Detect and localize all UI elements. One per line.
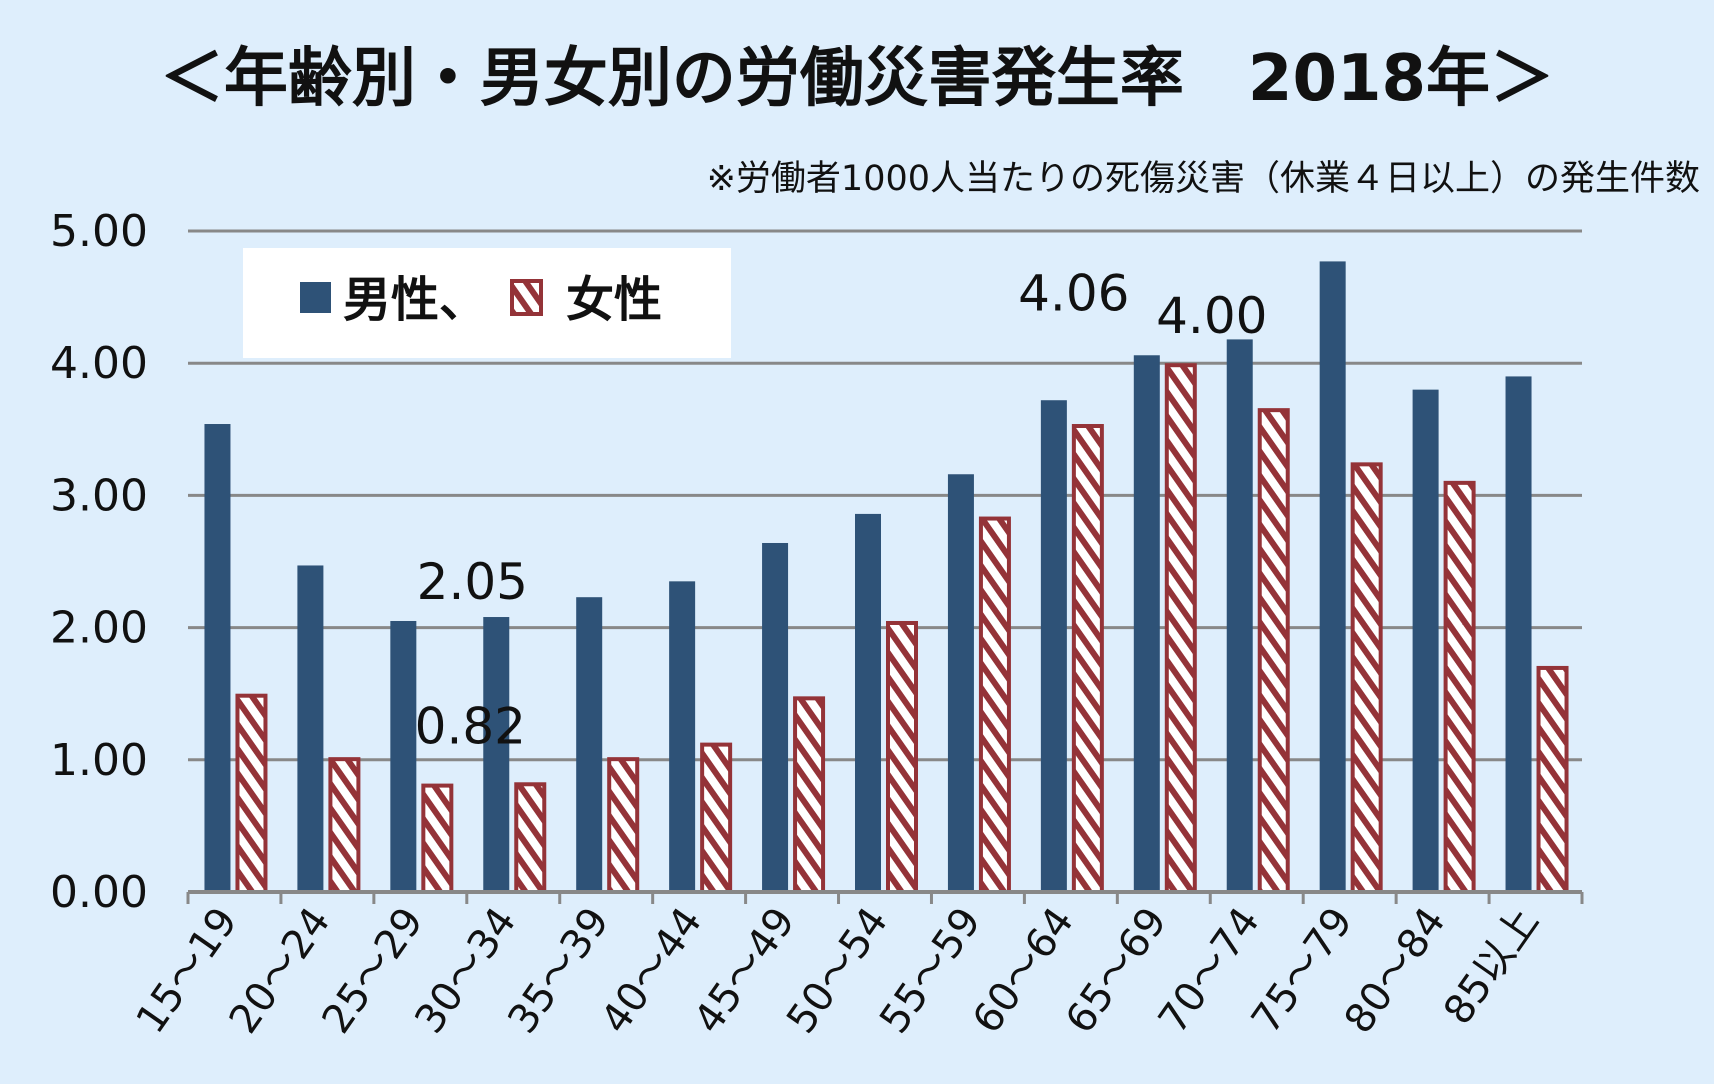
y-tick-label: 5.00 — [50, 206, 148, 257]
annotation-layer: 2.05 0.82 4.06 4.00 — [415, 264, 1268, 755]
bar-male — [297, 565, 324, 892]
bar-male — [483, 617, 510, 892]
bar-male — [947, 474, 974, 892]
bar-female — [1257, 408, 1290, 894]
grid-layer — [188, 229, 1582, 762]
bar-male — [1505, 376, 1532, 892]
bar-female — [700, 742, 733, 895]
y-tick-label: 2.00 — [50, 603, 148, 654]
bar-female — [1071, 424, 1104, 894]
legend: 男性、 女性 — [243, 248, 731, 358]
legend-female-label: 女性 — [566, 272, 662, 328]
bar-female — [607, 757, 640, 894]
data-label: 2.05 — [417, 553, 528, 611]
bars-layer — [204, 261, 1569, 895]
y-tick-label: 3.00 — [50, 470, 148, 521]
y-tick-label: 0.00 — [50, 867, 148, 918]
bar-male — [855, 513, 881, 892]
bar-female — [421, 783, 454, 895]
bar-female — [514, 782, 547, 894]
bar-female — [1536, 665, 1569, 894]
chart-title: ＜年齢別・男女別の労働災害発生率 2018年＞ — [160, 42, 1554, 116]
bar-female — [978, 516, 1011, 894]
bar-male — [762, 542, 789, 892]
bar-male — [1412, 389, 1439, 892]
bar-male — [1226, 339, 1253, 892]
bar-female — [1443, 480, 1476, 894]
bar-female — [793, 696, 826, 894]
data-label: 0.82 — [415, 698, 526, 756]
legend-male-label: 男性、 — [343, 272, 487, 328]
bar-female — [1164, 363, 1197, 894]
legend-female-swatch — [510, 279, 543, 316]
y-tick-label: 4.00 — [50, 338, 148, 389]
y-tick-label: 1.00 — [50, 735, 148, 786]
bar-female — [886, 620, 918, 894]
bar-male — [204, 424, 231, 892]
chart-subtitle: ※労働者1000人当たりの死傷災害（休業４日以上）の発生件数 — [707, 159, 1700, 199]
bar-male — [669, 581, 696, 892]
bar-female — [1350, 462, 1383, 894]
bar-male — [576, 597, 603, 892]
x-tick-label: 85以上 — [1435, 899, 1548, 1033]
bar-male — [390, 620, 417, 892]
bar-male — [1133, 355, 1160, 892]
bar-male — [1319, 261, 1346, 892]
bar-female — [328, 757, 361, 894]
data-label: 4.06 — [1018, 264, 1129, 322]
bar-male — [1040, 400, 1067, 892]
bar-female — [235, 693, 268, 895]
legend-male-swatch — [300, 282, 331, 313]
data-label: 4.00 — [1156, 287, 1267, 345]
